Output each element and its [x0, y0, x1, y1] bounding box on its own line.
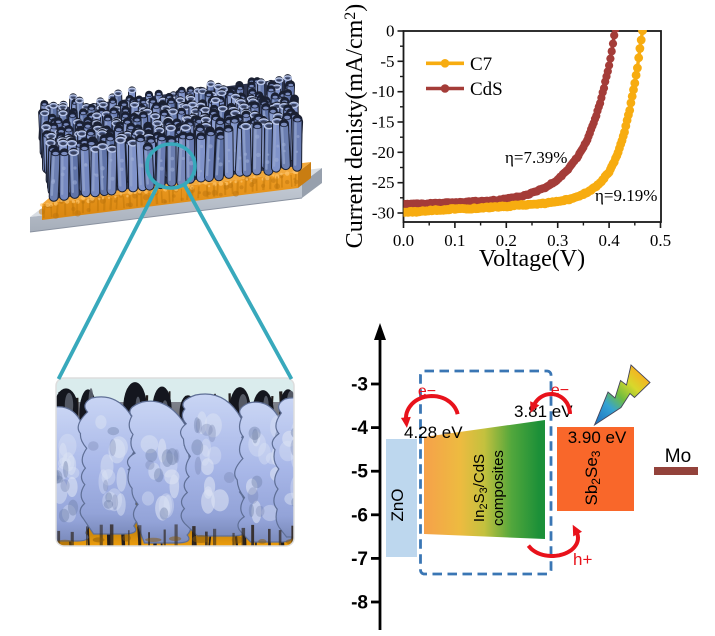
svg-text:0.4: 0.4: [598, 231, 620, 250]
svg-text:-4: -4: [351, 418, 368, 439]
svg-text:C7: C7: [470, 54, 492, 75]
svg-text:Sb2Se3: Sb2Se3: [582, 450, 603, 505]
svg-text:-15: -15: [372, 113, 395, 132]
svg-text:3.81 eV: 3.81 eV: [514, 402, 573, 421]
svg-text:-5: -5: [380, 52, 394, 71]
svg-text:-5: -5: [351, 462, 368, 483]
svg-text:0: 0: [386, 22, 395, 41]
svg-text:-6: -6: [351, 505, 368, 526]
svg-text:-10: -10: [372, 82, 395, 101]
svg-text:3.90 eV: 3.90 eV: [568, 428, 627, 447]
svg-text:η=7.39%: η=7.39%: [505, 148, 567, 167]
svg-text:Mo: Mo: [665, 446, 691, 467]
svg-text:0.1: 0.1: [444, 231, 465, 250]
svg-text:0.2: 0.2: [496, 231, 517, 250]
svg-text:composites: composites: [490, 450, 507, 526]
svg-text:ZnO: ZnO: [388, 488, 407, 521]
svg-text:e−: e−: [551, 382, 569, 399]
svg-text:h+: h+: [573, 550, 592, 569]
svg-text:0.5: 0.5: [650, 231, 671, 250]
svg-text:In2S3/CdS: In2S3/CdS: [471, 454, 490, 522]
svg-text:-25: -25: [372, 173, 395, 192]
svg-text:-8: -8: [351, 593, 368, 614]
svg-text:-7: -7: [351, 549, 368, 570]
svg-text:-20: -20: [372, 143, 395, 162]
svg-text:η=9.19%: η=9.19%: [595, 186, 657, 205]
svg-text:0.3: 0.3: [547, 231, 568, 250]
svg-text:0.0: 0.0: [393, 231, 414, 250]
svg-text:Current denisty(mA/cm2): Current denisty(mA/cm2): [342, 4, 368, 249]
svg-text:-3: -3: [351, 375, 368, 396]
svg-text:Voltage(V): Voltage(V): [479, 246, 585, 272]
svg-text:-30: -30: [372, 204, 395, 223]
svg-text:e−: e−: [418, 383, 436, 400]
svg-text:CdS: CdS: [470, 79, 503, 100]
svg-text:4.28 eV: 4.28 eV: [404, 423, 463, 442]
